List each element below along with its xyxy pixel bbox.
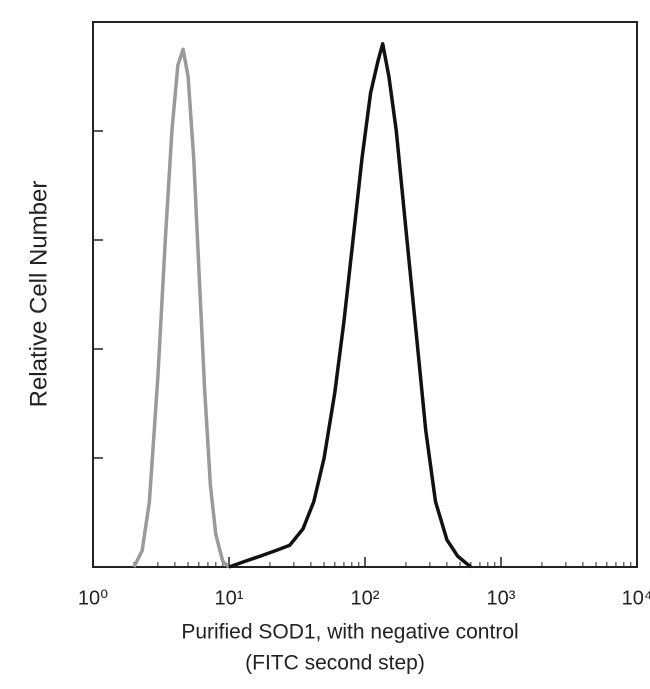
x-axis-label: (FITC second step): [245, 652, 425, 675]
histogram-line: [228, 42, 472, 569]
x-tick-label: 10³: [487, 587, 516, 609]
x-tick-label: 10⁴: [622, 587, 650, 609]
x-tick-label: 10¹: [215, 587, 244, 609]
x-axis-label: Purified SOD1, with negative control: [181, 621, 518, 644]
histogram-line: [132, 47, 231, 569]
y-axis-label: Relative Cell Number: [25, 181, 52, 408]
x-tick-label: 10²: [351, 587, 380, 609]
x-tick-label: 10⁰: [78, 587, 108, 609]
